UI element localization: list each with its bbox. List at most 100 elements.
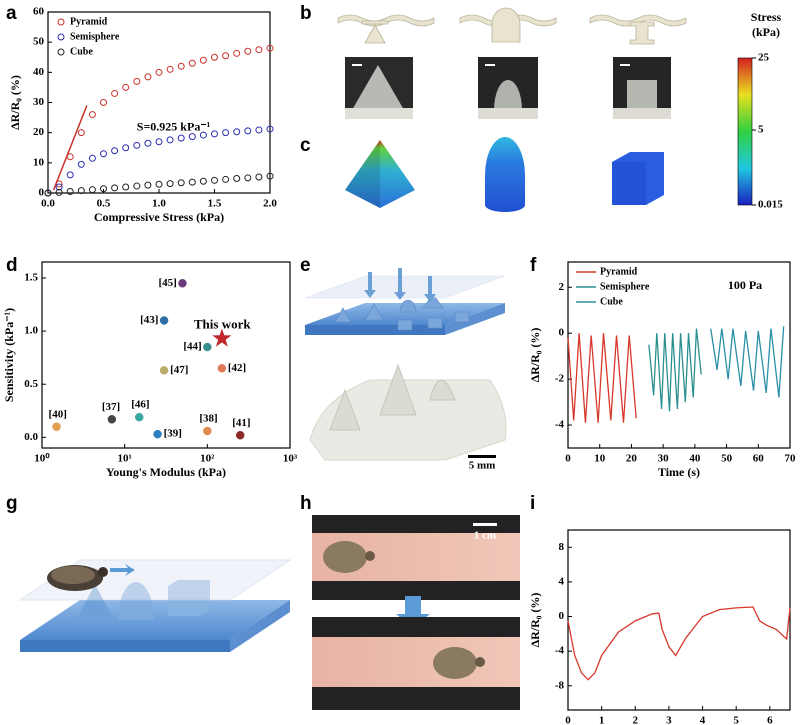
point [211, 130, 218, 138]
point [155, 180, 163, 188]
point [177, 134, 185, 142]
x-axis-title: Time (s) [658, 465, 700, 479]
point [166, 136, 174, 144]
point [188, 133, 196, 141]
point [203, 426, 212, 436]
y-axis-title: ΔR/R₀ (%) [528, 328, 542, 383]
point-label: [44] [183, 341, 201, 353]
point [77, 187, 85, 195]
point [266, 172, 274, 180]
y-tick-label: -2 [555, 373, 565, 385]
point [155, 138, 163, 146]
sample-photos [345, 57, 671, 119]
y-tick-label: 0 [559, 327, 565, 339]
point [177, 62, 185, 70]
y-tick-label: -8 [555, 679, 565, 691]
x-tick-label: 3 [666, 715, 672, 725]
point-label: [45] [158, 277, 176, 289]
x-tick-label: 20 [626, 453, 638, 465]
point [244, 47, 252, 55]
point [211, 53, 218, 61]
y-tick-label: 4 [559, 575, 565, 587]
point [66, 153, 74, 161]
point [166, 180, 174, 188]
x-tick-label: 1.0 [152, 198, 166, 210]
line-series [710, 326, 785, 398]
point [244, 127, 252, 135]
point [233, 49, 241, 57]
point [111, 184, 119, 192]
legend-label: Cube [600, 296, 623, 307]
point [188, 178, 196, 186]
point-label: This work [194, 317, 251, 332]
panel-label: b [300, 3, 312, 24]
point [244, 174, 252, 182]
colorbar-tick-label: 0.015 [758, 199, 783, 211]
point [233, 128, 241, 136]
legend-swatch [57, 18, 65, 26]
line-series [567, 333, 637, 423]
x-tick-label: 2.0 [263, 198, 277, 210]
point [144, 181, 152, 189]
y-tick-label: 60 [33, 6, 45, 18]
point [111, 147, 119, 155]
point [222, 129, 230, 137]
point [55, 188, 63, 196]
x-tick-label: 1.5 [208, 198, 222, 210]
point [217, 364, 227, 373]
point [222, 175, 230, 183]
point-label: [38] [199, 413, 217, 425]
point [88, 186, 96, 194]
legend-label: Semisphere [70, 31, 120, 42]
panel-label: h [300, 493, 312, 514]
colorbar-unit: (kPa) [752, 25, 780, 39]
y-axis-title: ΔR/R₀ (%) [528, 593, 542, 648]
point [133, 77, 141, 85]
panel-label: d [6, 255, 18, 276]
panel-label: i [530, 493, 535, 514]
x-tick-label: 5 [733, 715, 739, 725]
point [211, 176, 218, 184]
point [144, 139, 152, 147]
plot-frame [567, 529, 791, 711]
y-axis-title: ΔR/R₀ (%) [8, 75, 22, 130]
point [122, 183, 130, 191]
x-tick-label: 0.5 [97, 198, 111, 210]
point [188, 59, 196, 67]
point [153, 429, 162, 439]
y-tick-label: 8 [559, 541, 565, 553]
y-tick-label: 0 [39, 187, 45, 199]
x-tick-label: 10² [200, 453, 215, 465]
legend-label: Pyramid [70, 16, 108, 27]
x-tick-label: 10 [594, 453, 606, 465]
panel-label: f [530, 255, 537, 276]
x-tick-label: 0.0 [41, 198, 55, 210]
legend-swatch [57, 33, 65, 41]
line-series [567, 606, 791, 681]
point [255, 46, 263, 54]
x-tick-label: 60 [753, 453, 765, 465]
point-label: [41] [232, 417, 250, 429]
y-tick-label: 0 [559, 610, 565, 622]
point-label: [42] [228, 362, 246, 374]
panel-label: g [6, 493, 18, 514]
point [133, 141, 141, 149]
point [266, 125, 274, 133]
point [66, 171, 74, 179]
point-label: [39] [164, 428, 182, 440]
y-tick-label: 10 [33, 156, 45, 168]
point [255, 173, 263, 181]
model-illustrations [337, 7, 687, 45]
point [222, 52, 230, 60]
x-tick-label: 30 [658, 453, 670, 465]
y-tick-label: 2 [559, 281, 565, 293]
point [255, 126, 263, 134]
point [88, 111, 96, 119]
y-tick-label: 30 [33, 96, 45, 108]
colorbar-ticks: 25 5 0.015 [752, 52, 783, 211]
point [235, 430, 245, 440]
plot-frame [41, 261, 291, 449]
x-tick-label: 10³ [283, 453, 298, 465]
point [88, 154, 96, 162]
